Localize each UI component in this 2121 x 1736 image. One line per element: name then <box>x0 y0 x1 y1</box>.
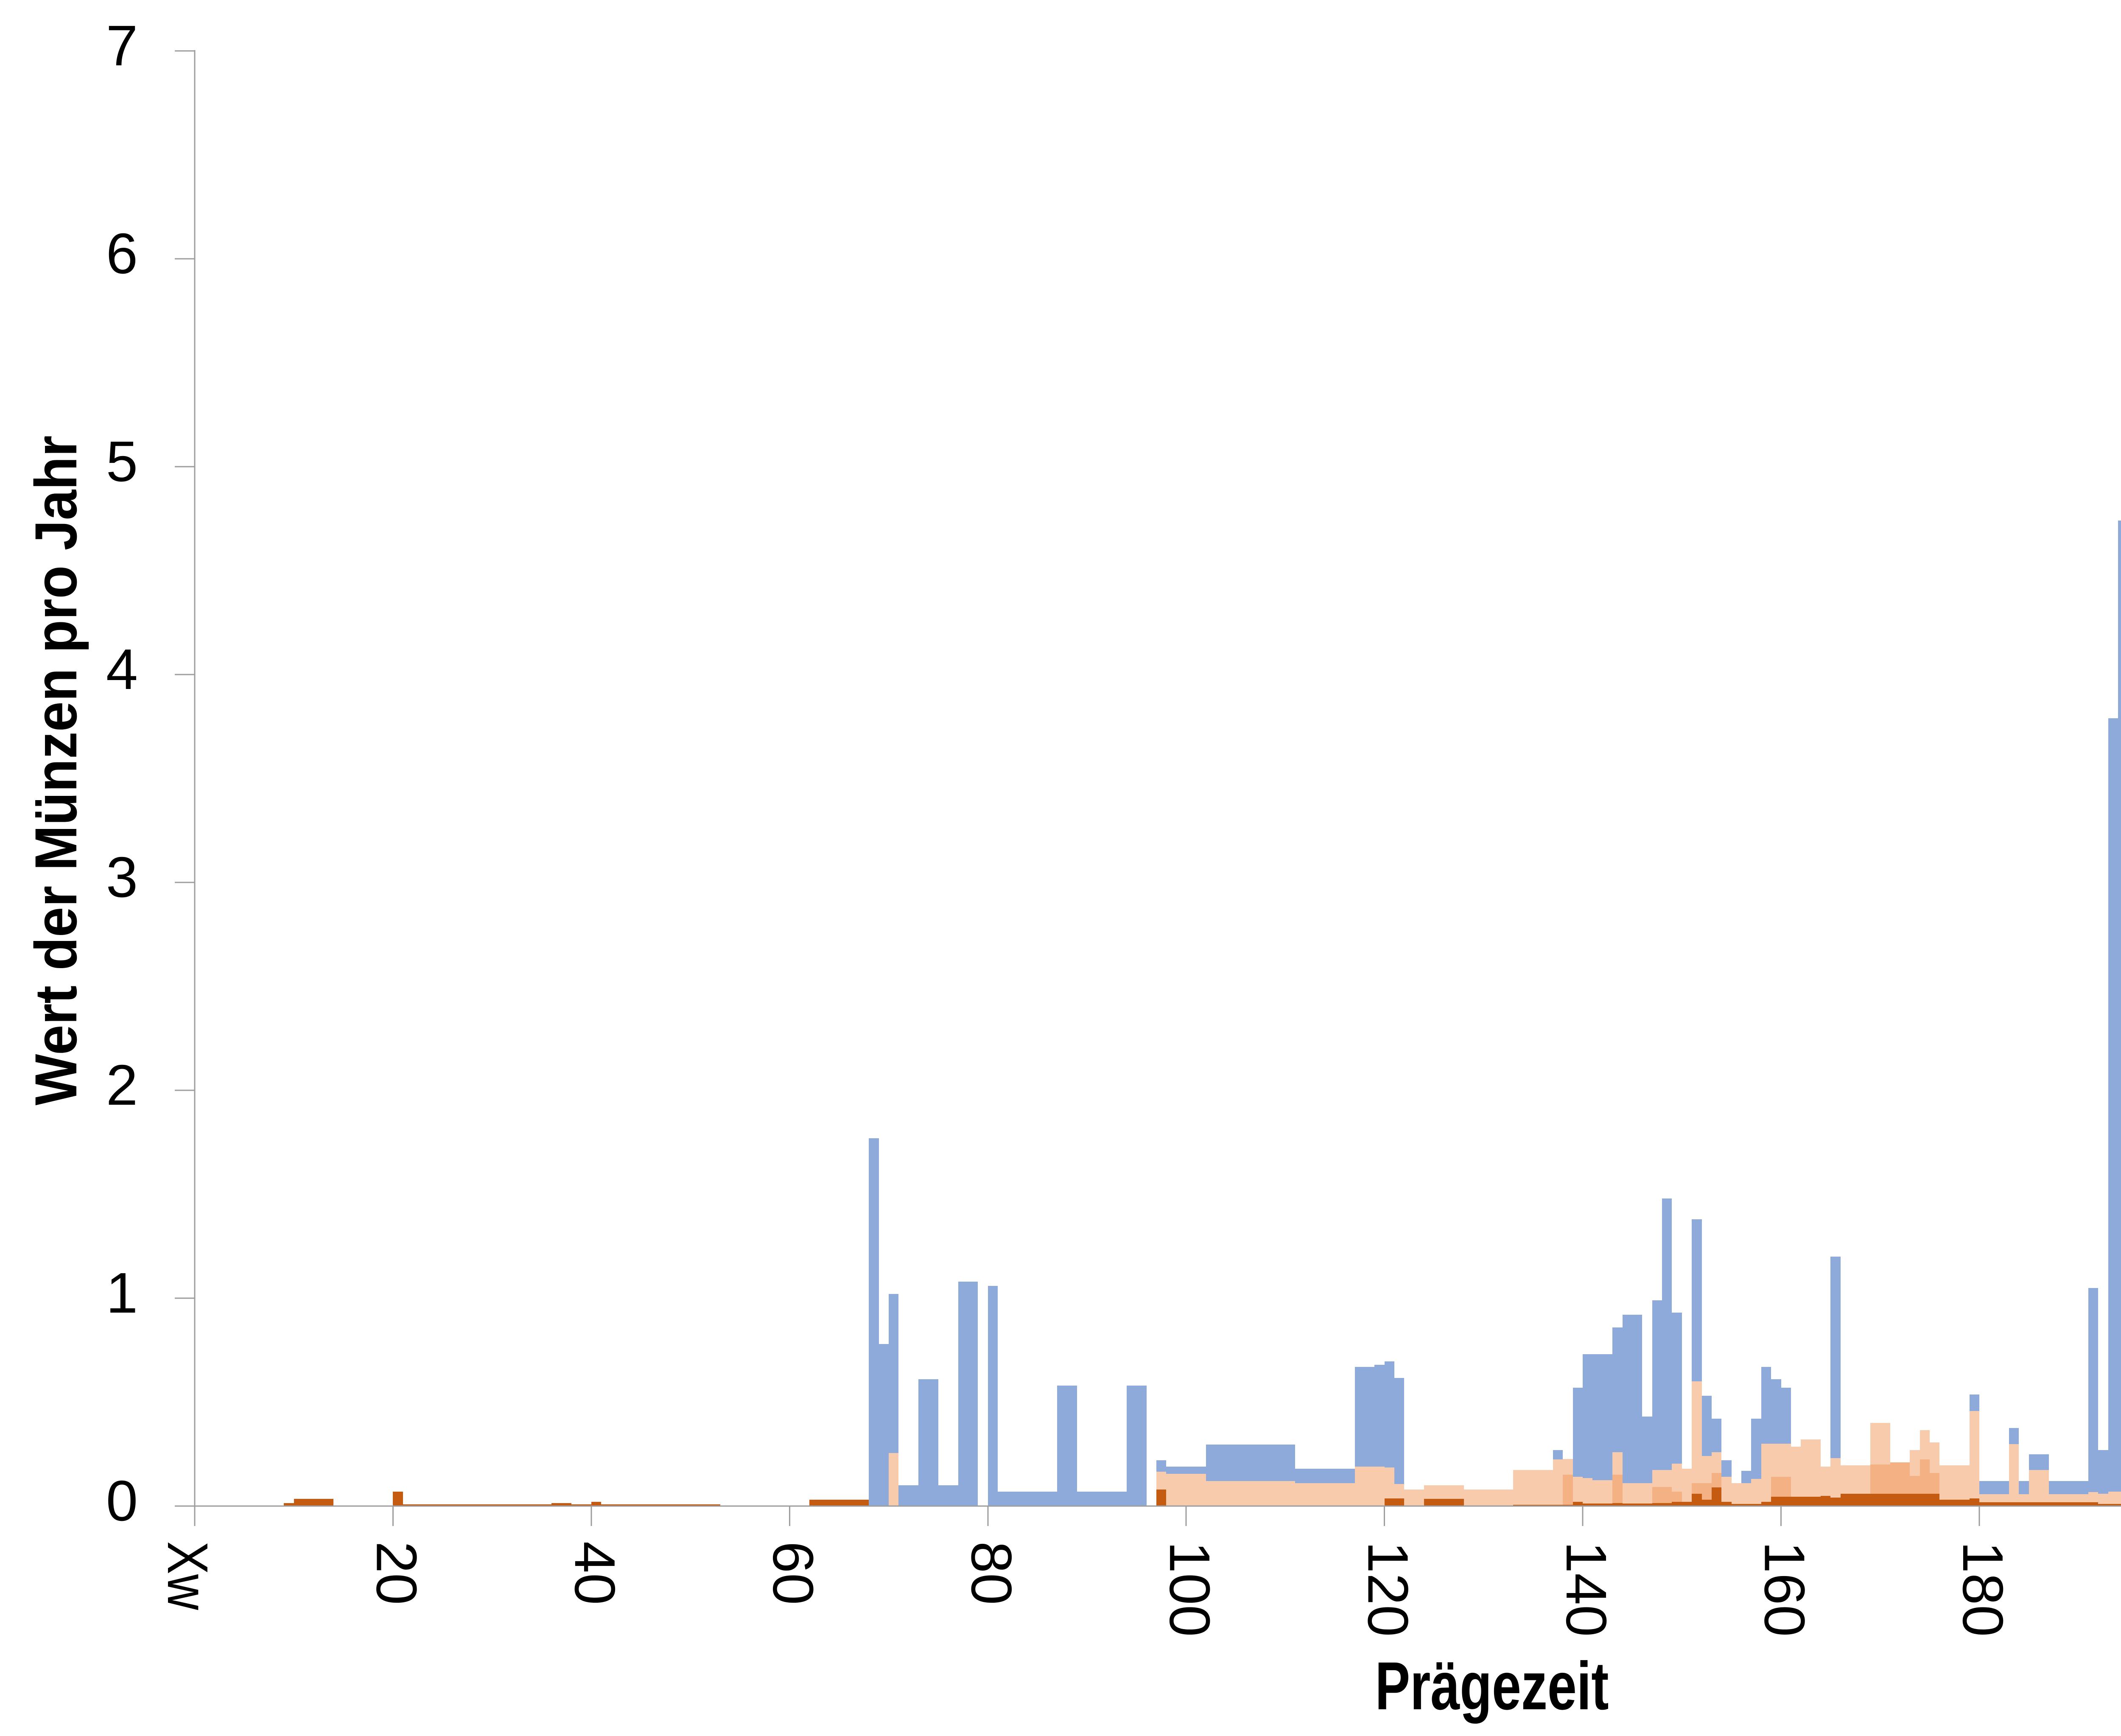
svg-text:6: 6 <box>106 221 138 286</box>
svg-text:20: 20 <box>364 1541 428 1605</box>
svg-text:7: 7 <box>106 14 138 78</box>
svg-text:Prägezeit: Prägezeit <box>1375 1648 1609 1724</box>
svg-text:4: 4 <box>106 637 138 701</box>
svg-text:80: 80 <box>960 1541 1024 1605</box>
svg-text:2: 2 <box>106 1053 138 1117</box>
svg-text:180: 180 <box>1951 1541 2015 1637</box>
svg-text:60: 60 <box>761 1541 825 1605</box>
svg-text:160: 160 <box>1753 1541 1817 1637</box>
svg-text:3: 3 <box>106 845 138 909</box>
svg-text:100: 100 <box>1158 1541 1222 1637</box>
svg-text:40: 40 <box>563 1541 627 1605</box>
svg-text:1: 1 <box>106 1261 138 1325</box>
svg-text:5: 5 <box>106 429 138 493</box>
svg-text:0: 0 <box>106 1469 138 1533</box>
svg-text:Wert der Münzen pro Jahr: Wert der Münzen pro Jahr <box>22 436 89 1106</box>
svg-text:Xw: Xw <box>156 1541 220 1610</box>
svg-text:120: 120 <box>1356 1541 1420 1637</box>
svg-text:140: 140 <box>1554 1541 1618 1637</box>
